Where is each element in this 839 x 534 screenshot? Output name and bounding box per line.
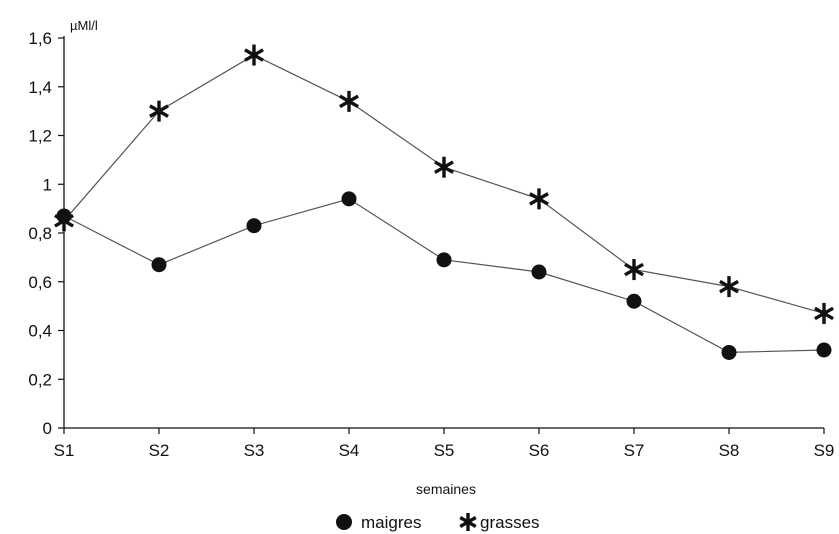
legend-label-maigres: maigres [361, 513, 421, 532]
legend-label-grasses: grasses [480, 513, 540, 532]
data-point-maigres [531, 264, 547, 280]
x-tick-label: S6 [529, 441, 550, 460]
data-point-maigres [626, 293, 642, 309]
x-tick-label: S5 [434, 441, 455, 460]
asterisk-stroke [54, 214, 74, 228]
y-tick-label: 0 [43, 419, 52, 438]
x-tick-label: S7 [624, 441, 645, 460]
data-point-grasses [814, 302, 834, 324]
data-point-grasses [529, 188, 549, 210]
data-point-maigres [721, 344, 737, 360]
x-ticks: S1 S2 S3 S4 S5 S6 S7 S8 S9 [54, 428, 835, 460]
x-tick-label: S1 [54, 441, 75, 460]
data-point-grasses [719, 276, 739, 298]
x-tick-label: S9 [814, 441, 835, 460]
series-markers [54, 44, 834, 360]
x-tick-label: S2 [149, 441, 170, 460]
asterisk-stroke [529, 192, 549, 206]
y-tick-label: 1,2 [28, 127, 52, 146]
asterisk-stroke [624, 262, 644, 277]
asterisk-stroke [719, 279, 739, 294]
x-tick-label: S4 [339, 441, 360, 460]
legend: maigres grasses [336, 513, 540, 532]
y-tick-label: 1 [43, 175, 52, 194]
data-point-grasses [624, 259, 644, 281]
legend-item-grasses: grasses [459, 513, 540, 532]
y-ticks: 0 0,2 0,4 0,6 0,8 1 1,2 1,4 1,6 [28, 29, 64, 438]
data-point-grasses [244, 44, 264, 66]
asterisk-stroke [339, 94, 359, 109]
legend-asterisk [459, 513, 477, 531]
asterisk-stroke [459, 516, 477, 528]
y-tick-label: 0,2 [28, 370, 52, 389]
data-point-maigres [151, 257, 167, 273]
data-point-maigres [246, 218, 262, 234]
data-point-maigres [436, 252, 452, 268]
circle-marker-icon [336, 514, 352, 530]
asterisk-stroke [434, 160, 454, 174]
data-point-grasses [54, 210, 74, 232]
data-point-maigres [816, 342, 832, 358]
y-tick-label: 0,4 [28, 322, 52, 341]
asterisk-stroke [814, 306, 834, 321]
asterisk-stroke [244, 48, 264, 62]
data-point-grasses [339, 90, 359, 112]
data-point-maigres [341, 191, 357, 207]
y-axis-unit: µMl/l [70, 18, 98, 33]
series-line-maigres [63, 198, 825, 354]
legend-item-maigres: maigres [336, 513, 421, 532]
series-lines [63, 54, 825, 354]
asterisk-stroke [149, 104, 169, 118]
y-tick-label: 0,6 [28, 273, 52, 292]
axes [63, 36, 824, 429]
asterisk-marker-icon [459, 513, 477, 531]
y-tick-label: 0,8 [28, 224, 52, 243]
series-line-grasses [63, 54, 825, 314]
x-tick-label: S3 [244, 441, 265, 460]
y-tick-label: 1,6 [28, 29, 52, 48]
data-point-grasses [149, 100, 169, 122]
y-tick-label: 1,4 [28, 78, 52, 97]
data-point-grasses [434, 156, 454, 178]
x-tick-label: S8 [719, 441, 740, 460]
x-axis-label: semaines [416, 481, 476, 497]
